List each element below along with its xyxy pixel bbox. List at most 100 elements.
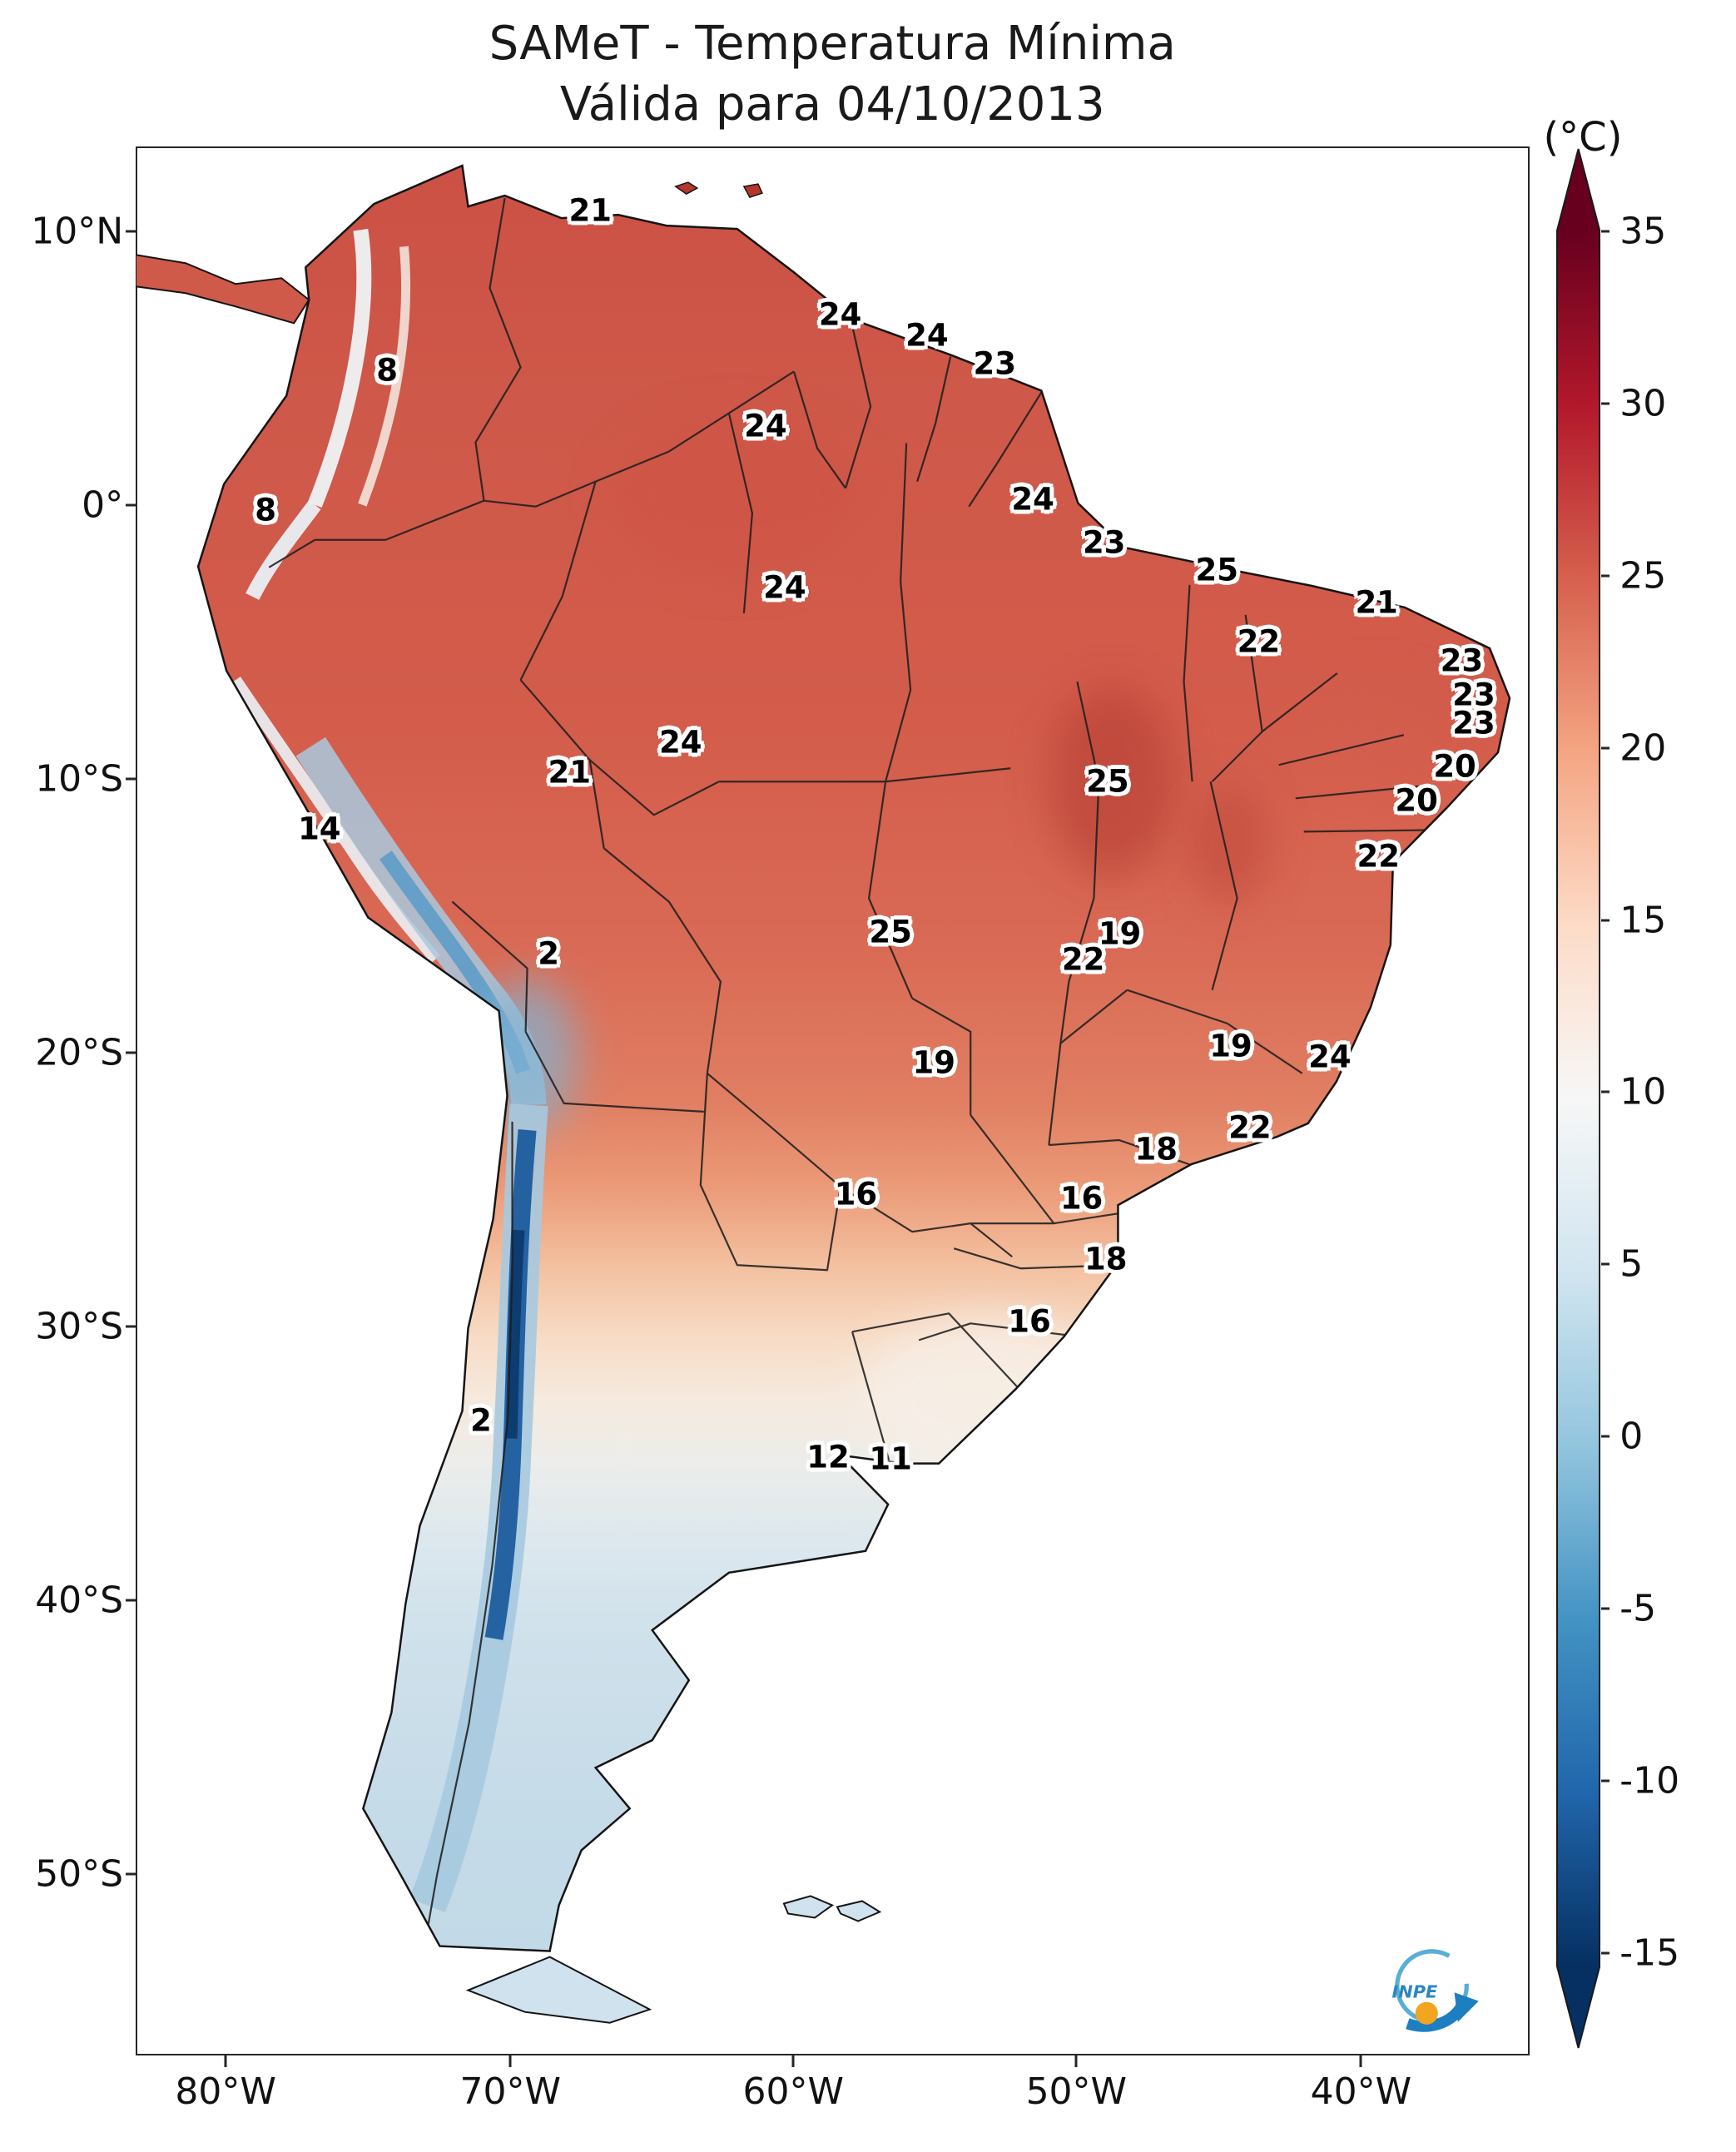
colorbar-tick-mark xyxy=(1601,1090,1610,1093)
temperature-label: 12 xyxy=(806,1439,850,1475)
temperature-label: 16 xyxy=(834,1176,878,1212)
temperature-colorbar xyxy=(1556,148,1601,2049)
tierra-del-fuego xyxy=(465,1956,652,2024)
temperature-label: 2 xyxy=(469,1402,492,1439)
lon-tick-label: 40°W xyxy=(1310,2070,1412,2113)
temperature-label: 20 xyxy=(1395,782,1438,819)
lat-tick-mark xyxy=(126,1872,136,1876)
colorbar-tick-mark xyxy=(1601,574,1610,578)
temperature-label: 21 xyxy=(568,192,612,229)
colorbar-tick-label: 15 xyxy=(1619,899,1667,941)
lat-tick-label: 10°S xyxy=(35,757,124,801)
lon-tick-mark xyxy=(791,2055,795,2067)
temperature-label: 8 xyxy=(376,352,399,389)
temperature-label: 11 xyxy=(869,1440,912,1477)
colorbar-unit-label: (°C) xyxy=(1543,114,1623,161)
lon-tick-mark xyxy=(508,2055,512,2067)
colorbar-tick-mark xyxy=(1601,230,1610,233)
panama-landmass xyxy=(135,254,310,325)
colorbar-tick-mark xyxy=(1601,1262,1610,1266)
lat-tick-label: 20°S xyxy=(35,1031,124,1074)
colorbar-tick-mark xyxy=(1601,402,1610,405)
temperature-label: 25 xyxy=(869,914,912,950)
colorbar-tick-label: 25 xyxy=(1619,554,1667,598)
temperature-label: 14 xyxy=(298,811,341,847)
temperature-label: 22 xyxy=(1061,941,1105,978)
lat-tick-mark xyxy=(126,1051,136,1054)
lon-tick-label: 60°W xyxy=(742,2070,845,2113)
temperature-label: 23 xyxy=(973,345,1017,382)
temperature-label: 24 xyxy=(763,569,806,606)
colorbar-tick-mark xyxy=(1601,1435,1610,1438)
temperature-label: 19 xyxy=(1209,1028,1252,1064)
falkland-islands-east xyxy=(836,1900,881,1922)
temperature-label: 19 xyxy=(912,1044,956,1081)
lat-tick-label: 10°N xyxy=(31,210,124,253)
temperature-label: 23 xyxy=(1082,524,1126,561)
temperature-label: 24 xyxy=(818,296,862,333)
colorbar-tick-label: -15 xyxy=(1619,1931,1680,1975)
lat-tick-mark xyxy=(126,1599,136,1602)
lon-tick-mark xyxy=(1074,2055,1078,2067)
figure-title: SAMeT - Temperatura Mínima Válida para 0… xyxy=(136,13,1530,136)
temperature-label: 19 xyxy=(1098,915,1142,952)
lon-tick-label: 70°W xyxy=(459,2070,562,2113)
temperature-label: 24 xyxy=(1011,481,1054,518)
lat-tick-label: 50°S xyxy=(35,1852,124,1896)
inpe-logo: INPE xyxy=(1392,1949,1480,2033)
falkland-islands xyxy=(782,1895,834,1919)
colorbar-tick-label: 5 xyxy=(1619,1242,1644,1286)
title-line-2: Válida para 04/10/2013 xyxy=(559,77,1105,132)
temperature-label: 22 xyxy=(1237,623,1281,660)
lat-tick-label: 0° xyxy=(82,483,124,527)
temperature-label: 25 xyxy=(1086,763,1129,800)
temperature-label: 16 xyxy=(1008,1303,1051,1340)
lat-tick-mark xyxy=(126,503,136,507)
colorbar-tick-label: 10 xyxy=(1619,1070,1667,1113)
temperature-label: 24 xyxy=(1308,1039,1352,1075)
temperature-label: 18 xyxy=(1134,1131,1178,1168)
colorbar-tick-mark xyxy=(1601,1779,1610,1783)
logo-orange-dot-icon xyxy=(1416,2002,1439,2026)
temperature-label: 24 xyxy=(905,317,949,354)
colorbar-gradient-bar xyxy=(1556,148,1601,2049)
temperature-label: 18 xyxy=(1084,1241,1128,1277)
temperature-label: 24 xyxy=(744,408,787,444)
title-line-1: SAMeT - Temperatura Mínima xyxy=(489,16,1176,71)
temperature-label: 20 xyxy=(1433,748,1476,785)
lat-tick-label: 30°S xyxy=(35,1305,124,1348)
temperature-label: 23 xyxy=(1452,705,1495,741)
temperature-label: 23 xyxy=(1452,677,1495,713)
logo-text: INPE xyxy=(1392,1982,1438,2002)
colorbar-tick-mark xyxy=(1601,919,1610,921)
south-america-map xyxy=(135,164,1510,2024)
margarita-islet xyxy=(673,181,699,195)
colorbar-tick-mark xyxy=(1601,1951,1610,1955)
temperature-label: 16 xyxy=(1059,1180,1104,1217)
colorbar-tick-label: -5 xyxy=(1619,1587,1657,1630)
lat-tick-label: 40°S xyxy=(35,1579,124,1622)
logo-arrowhead-icon xyxy=(1455,1992,1480,2023)
lat-tick-mark xyxy=(126,230,136,233)
temperature-label: 21 xyxy=(1355,584,1398,621)
trinidad-islet xyxy=(742,183,763,198)
lat-tick-mark xyxy=(126,1325,136,1328)
colorbar-tick-mark xyxy=(1601,746,1610,750)
temperature-label: 21 xyxy=(548,754,591,791)
lon-tick-label: 80°W xyxy=(175,2070,276,2113)
lon-tick-mark xyxy=(224,2055,227,2067)
colorbar-tick-label: 0 xyxy=(1619,1415,1644,1458)
colorbar-tick-mark xyxy=(1601,1607,1610,1610)
colorbar-tick-label: -10 xyxy=(1619,1759,1680,1802)
lon-tick-label: 50°W xyxy=(1025,2070,1128,2113)
temperature-label: 24 xyxy=(658,724,702,761)
temperature-label: 2 xyxy=(538,935,560,972)
lon-tick-mark xyxy=(1359,2055,1362,2067)
lat-tick-mark xyxy=(126,777,136,781)
temperature-label: 22 xyxy=(1357,838,1401,875)
colorbar-tick-label: 30 xyxy=(1619,382,1667,425)
temperature-label: 23 xyxy=(1440,642,1484,679)
political-borders xyxy=(268,197,1436,1931)
colorbar-tick-label: 35 xyxy=(1619,210,1667,253)
